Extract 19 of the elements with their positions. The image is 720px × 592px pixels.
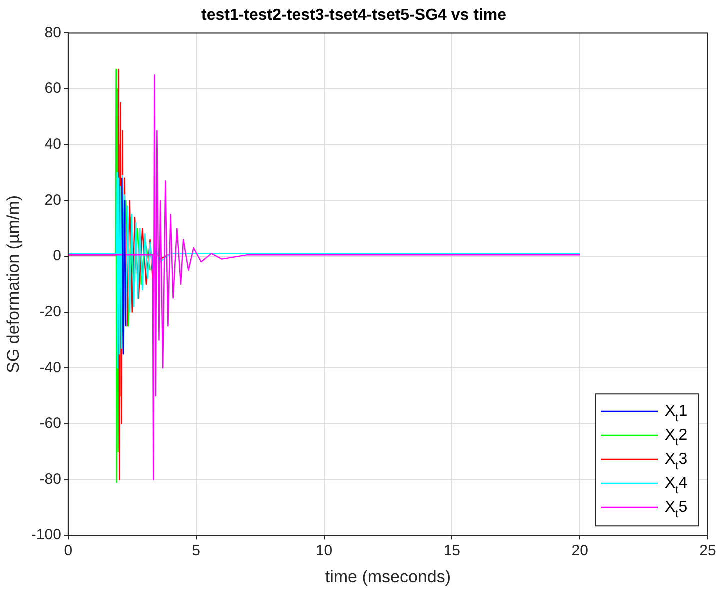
y-axis-title: SG deformation (µm/m) <box>4 195 23 374</box>
x-tick-label: 10 <box>316 542 333 560</box>
y-tick-label: -40 <box>40 359 62 376</box>
x-tick-label: 0 <box>64 542 73 560</box>
x-tick-label: 5 <box>192 542 201 560</box>
x-tick-label: 25 <box>700 542 716 560</box>
x-tick-label: 20 <box>572 542 588 560</box>
chart-title: test1-test2-test3-tset4-tset5-SG4 vs time <box>202 7 507 24</box>
y-tick-label: 40 <box>44 136 62 153</box>
y-tick-label: 0 <box>53 248 62 265</box>
y-tick-label: -20 <box>40 303 62 320</box>
y-tick-label: 20 <box>44 192 62 209</box>
x-axis-title: time (mseconds) <box>325 567 452 586</box>
x-tick-label: 15 <box>444 542 461 560</box>
y-tick-label: 80 <box>44 24 62 42</box>
y-tick-label: -80 <box>40 470 62 488</box>
y-tick-label: -60 <box>40 415 62 432</box>
y-tick-label: 60 <box>44 80 62 98</box>
y-tick-label: -100 <box>31 526 62 544</box>
